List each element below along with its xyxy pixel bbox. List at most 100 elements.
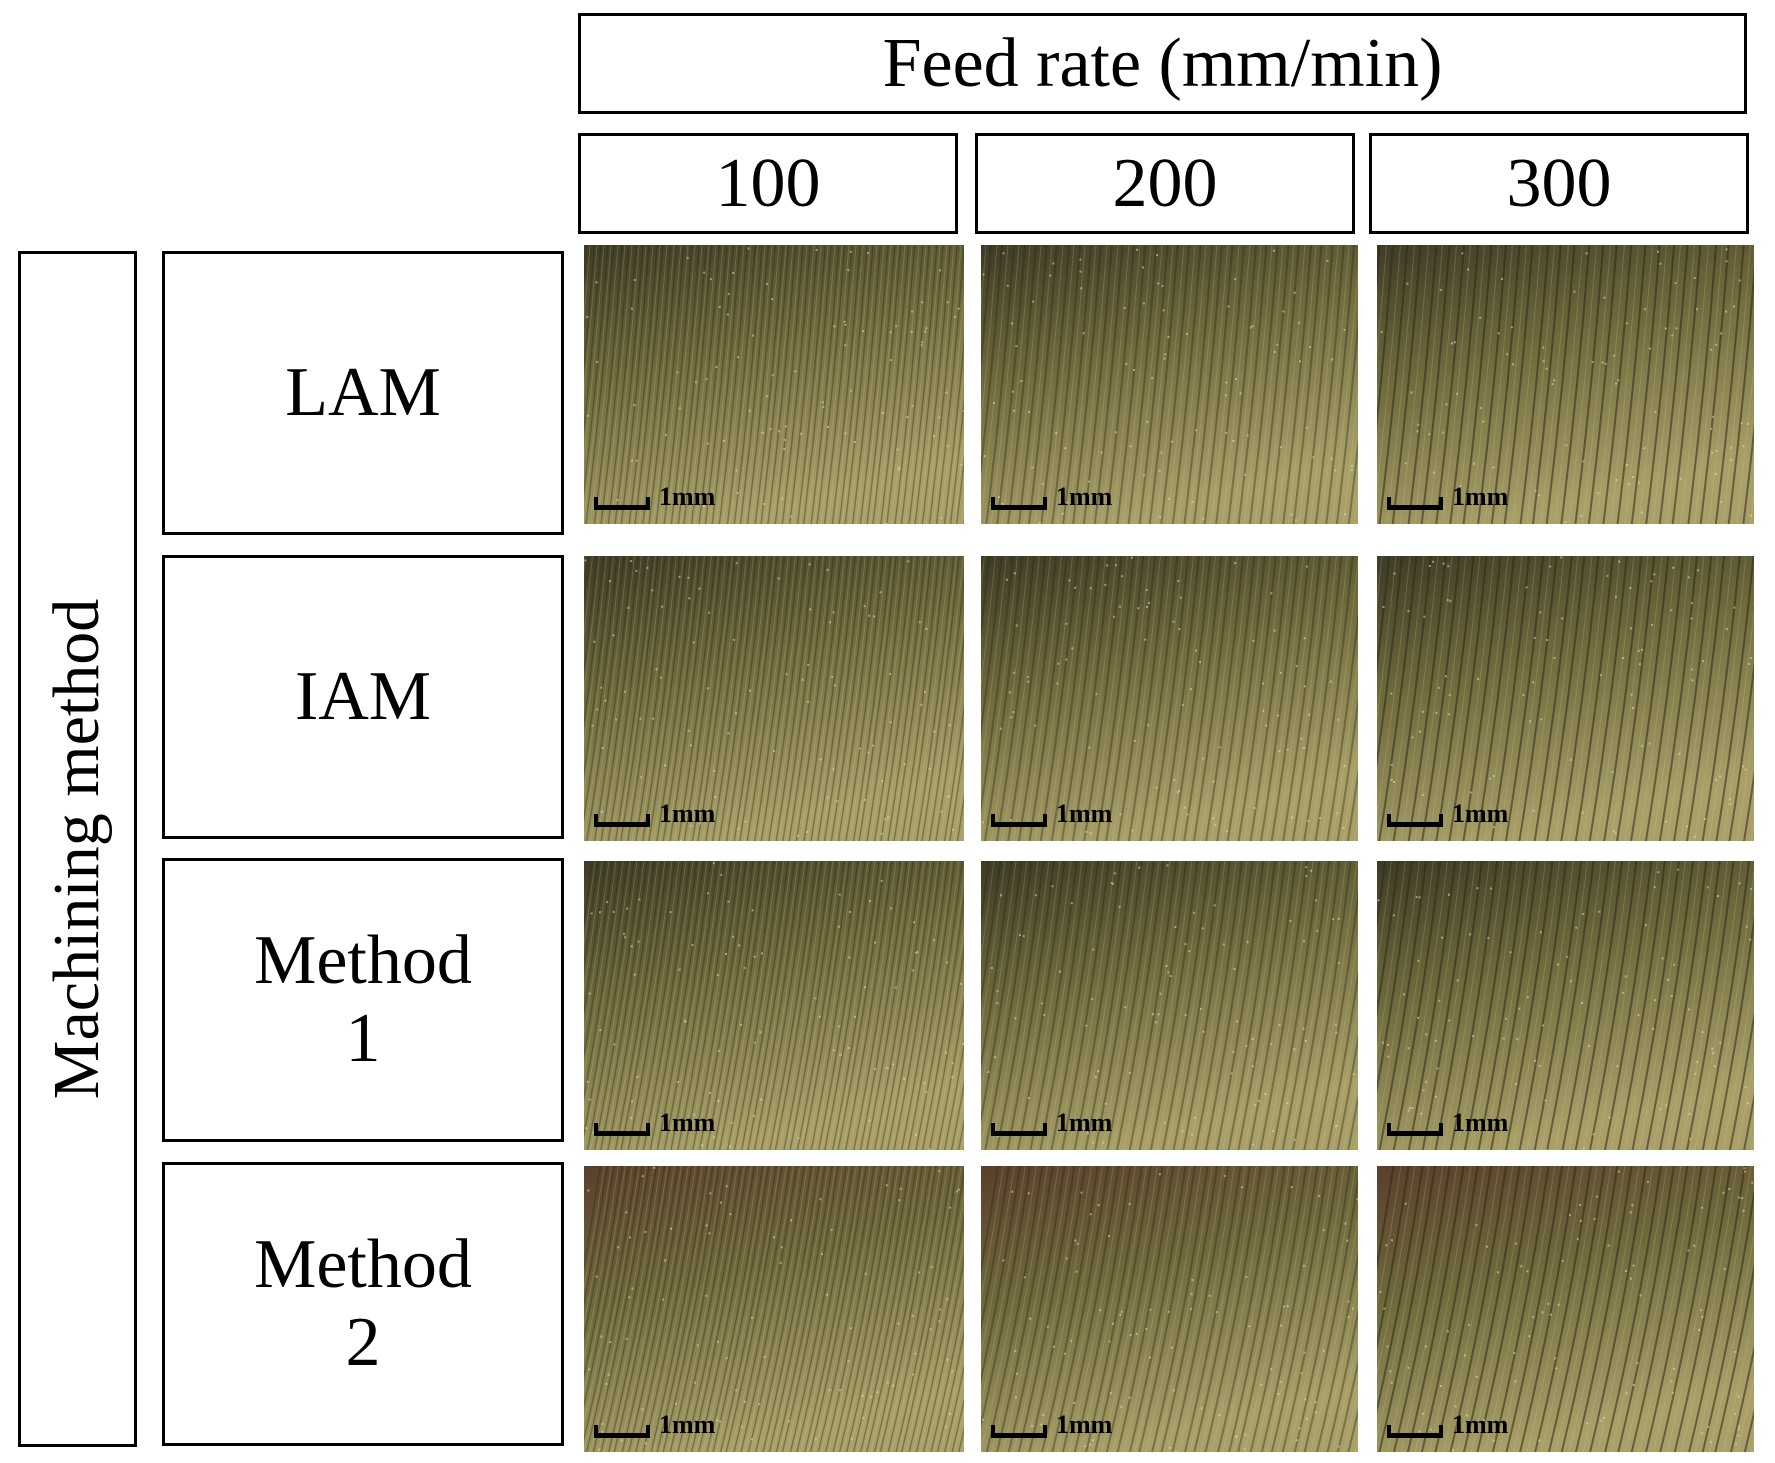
scale-bar-line bbox=[1387, 1123, 1443, 1136]
feed-marks bbox=[584, 556, 964, 841]
scale-bar-line bbox=[1387, 497, 1443, 510]
surface-base bbox=[584, 1166, 964, 1452]
surface-image-method-1-300: 1mm bbox=[1377, 861, 1754, 1150]
column-label: 100 bbox=[715, 144, 821, 222]
feed-marks bbox=[981, 1166, 1358, 1452]
feed-mark-highlights bbox=[1377, 245, 1754, 524]
feed-mark-highlights bbox=[1377, 861, 1754, 1150]
feed-marks bbox=[1377, 861, 1754, 1150]
feed-rate-title: Feed rate (mm/min) bbox=[882, 24, 1443, 102]
surface-texture bbox=[1377, 245, 1754, 524]
surface-base bbox=[1377, 245, 1754, 524]
scale-bar: 1mm bbox=[991, 1110, 1112, 1136]
row-label-text: LAM bbox=[285, 353, 441, 431]
scale-bar: 1mm bbox=[1387, 1412, 1508, 1438]
row-label-lam: LAM bbox=[162, 251, 564, 535]
surface-image-method-2-100: 1mm bbox=[584, 1166, 964, 1452]
scale-bar-line bbox=[991, 1123, 1047, 1136]
scale-bar: 1mm bbox=[991, 484, 1112, 510]
scale-bar: 1mm bbox=[594, 484, 715, 510]
row-label-line: Method bbox=[254, 921, 472, 999]
row-label-method-1: Method 1 bbox=[162, 858, 564, 1142]
feed-mark-highlights bbox=[981, 1166, 1358, 1452]
surface-texture bbox=[1377, 556, 1754, 841]
scale-bar-line bbox=[594, 497, 650, 510]
surface-image-lam-200: 1mm bbox=[981, 245, 1358, 524]
machining-method-label-box: Machining method bbox=[18, 251, 137, 1447]
feed-mark-highlights bbox=[584, 861, 964, 1150]
scale-label: 1mm bbox=[659, 799, 716, 828]
surface-image-iam-200: 1mm bbox=[981, 556, 1358, 841]
feed-mark-highlights bbox=[1377, 556, 1754, 841]
feed-marks bbox=[981, 556, 1358, 841]
machining-method-label: Machining method bbox=[40, 598, 114, 1100]
surface-base bbox=[584, 245, 964, 524]
scale-bar: 1mm bbox=[594, 801, 715, 827]
surface-texture bbox=[981, 861, 1358, 1150]
surface-texture bbox=[584, 556, 964, 841]
row-label-line: 2 bbox=[345, 1304, 381, 1381]
surface-base bbox=[981, 556, 1358, 841]
scale-bar-line bbox=[594, 1123, 650, 1136]
column-header-200: 200 bbox=[975, 133, 1355, 234]
surface-texture bbox=[981, 245, 1358, 524]
surface-base bbox=[1377, 861, 1754, 1150]
feed-mark-highlights bbox=[584, 245, 964, 524]
feed-marks bbox=[1377, 245, 1754, 524]
feed-marks bbox=[981, 861, 1358, 1150]
feed-marks bbox=[1377, 1166, 1754, 1452]
scale-label: 1mm bbox=[1056, 1410, 1113, 1439]
surface-image-method-1-100: 1mm bbox=[584, 861, 964, 1150]
scale-bar: 1mm bbox=[1387, 484, 1508, 510]
column-label: 300 bbox=[1506, 144, 1612, 222]
surface-image-iam-100: 1mm bbox=[584, 556, 964, 841]
scale-label: 1mm bbox=[1452, 482, 1509, 511]
feed-mark-highlights bbox=[1377, 1166, 1754, 1452]
surface-texture bbox=[981, 556, 1358, 841]
scale-label: 1mm bbox=[1452, 1108, 1509, 1137]
surface-base bbox=[981, 861, 1358, 1150]
scale-bar: 1mm bbox=[991, 801, 1112, 827]
scale-bar-line bbox=[1387, 814, 1443, 827]
feed-mark-highlights bbox=[981, 861, 1358, 1150]
feed-marks bbox=[584, 1166, 964, 1452]
surface-image-lam-300: 1mm bbox=[1377, 245, 1754, 524]
surface-image-lam-100: 1mm bbox=[584, 245, 964, 524]
scale-bar-line bbox=[991, 497, 1047, 510]
scale-label: 1mm bbox=[1452, 799, 1509, 828]
row-label-line: Method bbox=[254, 1225, 472, 1303]
surface-texture bbox=[1377, 1166, 1754, 1452]
surface-texture bbox=[1377, 861, 1754, 1150]
scale-label: 1mm bbox=[1056, 799, 1113, 828]
column-label: 200 bbox=[1112, 144, 1218, 222]
surface-texture bbox=[584, 861, 964, 1150]
scale-bar: 1mm bbox=[594, 1110, 715, 1136]
feed-marks bbox=[1377, 556, 1754, 841]
scale-label: 1mm bbox=[659, 1410, 716, 1439]
feed-mark-highlights bbox=[584, 1166, 964, 1452]
scale-label: 1mm bbox=[1056, 1108, 1113, 1137]
scale-bar-line bbox=[594, 1425, 650, 1438]
scale-bar-line bbox=[594, 814, 650, 827]
feed-rate-header: Feed rate (mm/min) bbox=[578, 13, 1747, 114]
scale-bar: 1mm bbox=[991, 1412, 1112, 1438]
scale-bar: 1mm bbox=[1387, 1110, 1508, 1136]
feed-mark-highlights bbox=[981, 245, 1358, 524]
scale-bar: 1mm bbox=[594, 1412, 715, 1438]
column-header-300: 300 bbox=[1369, 133, 1749, 234]
surface-image-iam-300: 1mm bbox=[1377, 556, 1754, 841]
surface-texture bbox=[981, 1166, 1358, 1452]
scale-bar-line bbox=[991, 814, 1047, 827]
scale-bar: 1mm bbox=[1387, 801, 1508, 827]
feed-mark-highlights bbox=[981, 556, 1358, 841]
surface-texture bbox=[584, 245, 964, 524]
scale-label: 1mm bbox=[1056, 482, 1113, 511]
column-header-100: 100 bbox=[578, 133, 958, 234]
scale-label: 1mm bbox=[659, 1108, 716, 1137]
row-label-line: 1 bbox=[345, 1000, 381, 1077]
scale-label: 1mm bbox=[659, 482, 716, 511]
feed-marks bbox=[981, 245, 1358, 524]
surface-image-method-1-200: 1mm bbox=[981, 861, 1358, 1150]
surface-base bbox=[584, 556, 964, 841]
scale-bar-line bbox=[991, 1425, 1047, 1438]
